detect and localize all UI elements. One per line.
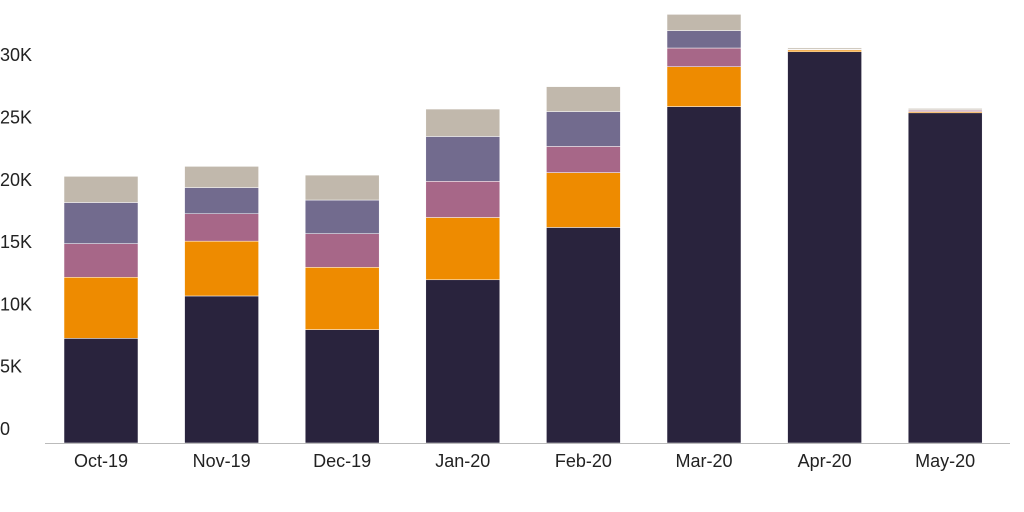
y-tick-label: 25K (0, 108, 32, 128)
y-tick-label: 5K (0, 357, 22, 377)
bar-segment-3 (304, 199, 380, 234)
bar-segment-2 (425, 181, 501, 218)
x-tick-label: Mar-20 (675, 451, 732, 471)
y-tick-label: 10K (0, 294, 32, 314)
bar-segment-0 (184, 295, 259, 444)
x-tick-label: Apr-20 (798, 451, 852, 471)
bar-segment-4 (425, 108, 501, 137)
bar-segment-1 (184, 240, 259, 297)
bar-segment-1 (666, 66, 742, 107)
bar-segment-4 (184, 166, 259, 188)
bar-segment-4 (907, 108, 983, 110)
bar-segment-3 (184, 187, 259, 214)
x-tick-label: Nov-19 (193, 451, 251, 471)
bar-segment-2 (184, 213, 259, 242)
bar-segment-0 (63, 338, 139, 444)
bar-segment-2 (546, 146, 621, 173)
y-tick-label: 0 (0, 419, 10, 439)
y-tick-label: 20K (0, 170, 32, 190)
bar-segment-4 (546, 86, 621, 112)
bar-segment-4 (787, 47, 862, 50)
bar-segment-0 (546, 227, 621, 444)
bar-segment-1 (546, 172, 621, 228)
bar-segment-3 (546, 111, 621, 147)
x-tick-label: Oct-19 (74, 451, 128, 471)
y-tick-label: 35K (0, 0, 32, 3)
y-tick-label: 30K (0, 45, 32, 65)
x-tick-label: Jan-20 (435, 451, 490, 471)
bar-segment-4 (63, 176, 139, 203)
bar-segment-3 (666, 30, 742, 49)
x-tick-label: Dec-19 (313, 451, 371, 471)
y-tick-label: 15K (0, 232, 32, 252)
bar-segment-4 (666, 14, 742, 31)
bar-segment-3 (425, 136, 501, 182)
bar-segment-2 (63, 243, 139, 278)
bar-segment-3 (63, 202, 139, 244)
bar-segment-1 (304, 267, 380, 330)
bar-segment-4 (304, 174, 380, 201)
bar-segment-1 (425, 217, 501, 281)
x-tick-label: Feb-20 (555, 451, 612, 471)
bar-segment-0 (907, 112, 983, 444)
bar-segment-0 (666, 106, 742, 444)
bar-segment-2 (304, 233, 380, 268)
bar-segment-0 (425, 279, 501, 444)
bar-segment-0 (304, 329, 380, 444)
bar-segment-0 (787, 51, 862, 444)
bar-segment-1 (63, 277, 139, 339)
x-tick-label: May-20 (915, 451, 975, 471)
bar-segment-2 (666, 47, 742, 67)
